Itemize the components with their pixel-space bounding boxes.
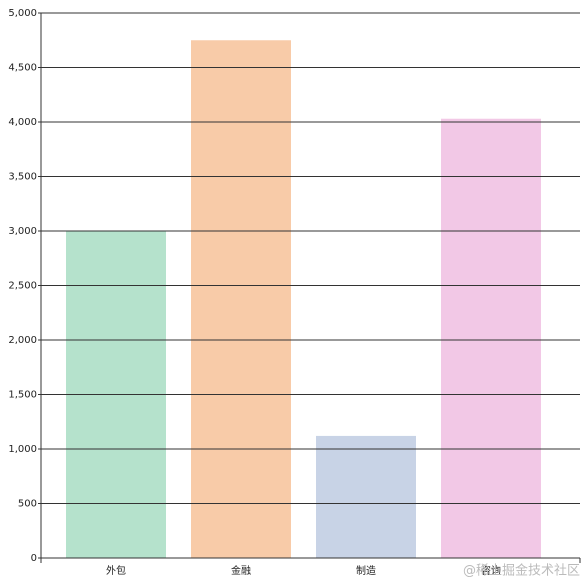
bar bbox=[441, 118, 541, 558]
y-tick-label: 3,500 bbox=[8, 172, 37, 183]
y-tick-label: 4,000 bbox=[8, 117, 37, 128]
watermark: @稀土掘金技术社区 bbox=[463, 563, 580, 579]
y-tick-label: 1,500 bbox=[8, 390, 37, 401]
y-tick-label: 2,500 bbox=[8, 281, 37, 292]
bar bbox=[191, 40, 291, 558]
x-tick-label: 金融 bbox=[231, 564, 251, 577]
y-tick-label: 2,000 bbox=[8, 335, 37, 346]
x-tick-label: 外包 bbox=[106, 564, 126, 577]
y-tick-label: 500 bbox=[18, 499, 37, 510]
y-tick-label: 5,000 bbox=[8, 8, 37, 19]
x-tick-label: 咨询 bbox=[481, 564, 501, 577]
y-tick-label: 1,000 bbox=[8, 444, 37, 455]
y-tick-label: 0 bbox=[31, 553, 37, 564]
x-tick-label: 制造 bbox=[356, 564, 376, 577]
y-tick-label: 4,500 bbox=[8, 63, 37, 74]
bar bbox=[316, 435, 416, 558]
y-tick-label: 3,000 bbox=[8, 226, 37, 237]
